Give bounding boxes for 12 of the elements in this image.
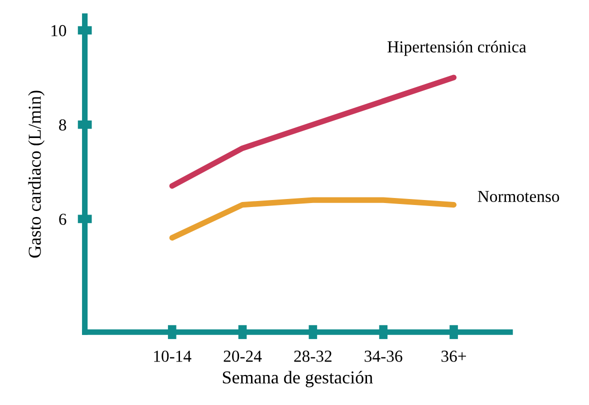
y-tick-label: 6 bbox=[59, 214, 66, 225]
x-axis-title: Semana de gestación bbox=[222, 370, 373, 388]
series-label: Hipertensión crónica bbox=[388, 40, 526, 56]
x-tick-label: 10-14 bbox=[154, 350, 192, 362]
y-tick-label: 8 bbox=[59, 119, 66, 131]
series-label: Normotenso bbox=[478, 190, 560, 202]
x-tick-label: 36+ bbox=[442, 350, 466, 362]
y-axis-title: Gasto cardiaco (L/min) bbox=[28, 90, 45, 258]
x-tick-label: 28-32 bbox=[294, 350, 332, 362]
y-tick-label: 10 bbox=[52, 25, 66, 36]
x-tick-label: 34-36 bbox=[364, 350, 402, 362]
x-tick-label: 20-24 bbox=[224, 350, 262, 362]
